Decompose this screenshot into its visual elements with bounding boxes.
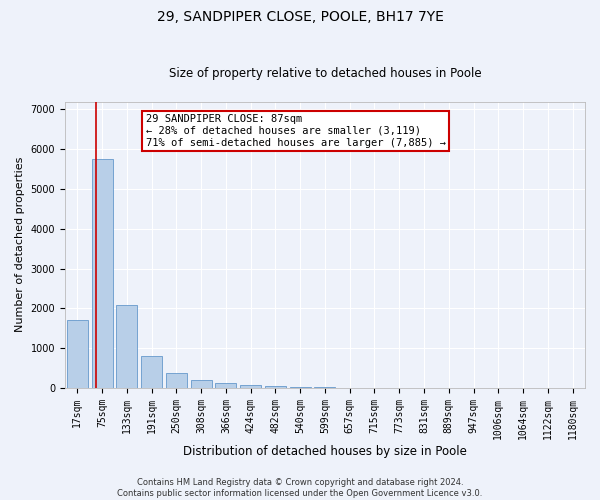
Bar [191, 380, 212, 388]
Text: 29, SANDPIPER CLOSE, POOLE, BH17 7YE: 29, SANDPIPER CLOSE, POOLE, BH17 7YE [157, 10, 443, 24]
Bar [67, 320, 88, 388]
X-axis label: Distribution of detached houses by size in Poole: Distribution of detached houses by size … [183, 444, 467, 458]
Y-axis label: Number of detached properties: Number of detached properties [15, 157, 25, 332]
Title: Size of property relative to detached houses in Poole: Size of property relative to detached ho… [169, 66, 481, 80]
Bar [240, 385, 261, 388]
Text: Contains HM Land Registry data © Crown copyright and database right 2024.
Contai: Contains HM Land Registry data © Crown c… [118, 478, 482, 498]
Bar [290, 386, 311, 388]
Bar [215, 384, 236, 388]
Bar [92, 159, 113, 388]
Text: 29 SANDPIPER CLOSE: 87sqm
← 28% of detached houses are smaller (3,119)
71% of se: 29 SANDPIPER CLOSE: 87sqm ← 28% of detac… [146, 114, 446, 148]
Bar [265, 386, 286, 388]
Bar [141, 356, 162, 388]
Bar [314, 386, 335, 388]
Bar [166, 373, 187, 388]
Bar [116, 304, 137, 388]
